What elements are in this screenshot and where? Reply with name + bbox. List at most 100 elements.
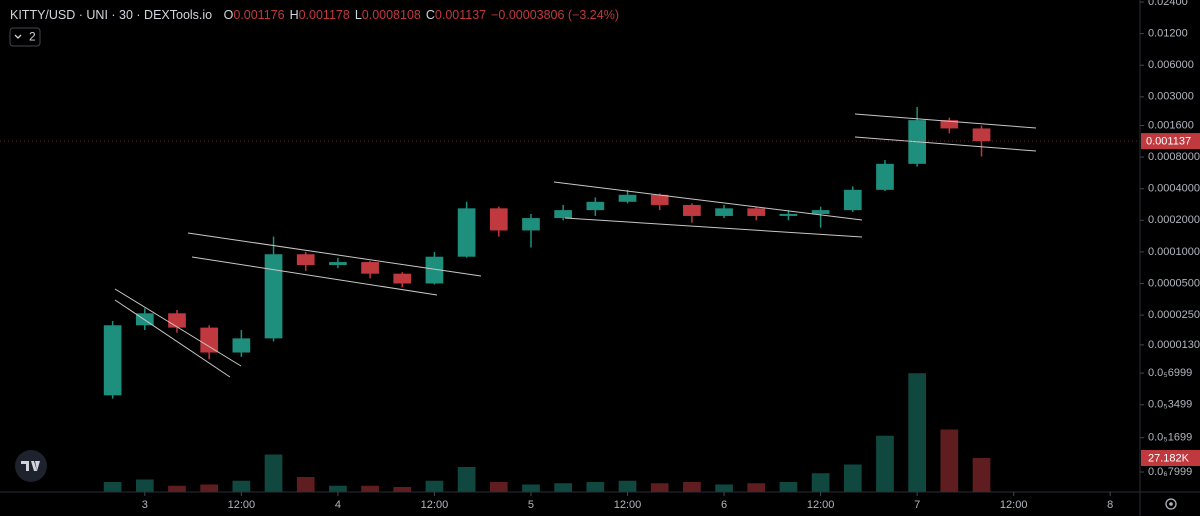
gear-icon: [1165, 498, 1177, 510]
x-tick-label: 5: [528, 499, 534, 511]
candle-body: [972, 128, 991, 142]
candle-body: [747, 208, 766, 216]
y-tick-label: 0.001600: [1148, 119, 1194, 131]
volume-bar: [586, 482, 605, 492]
candle-body: [940, 120, 959, 129]
y-tick-label: 0.0001000: [1148, 246, 1200, 258]
y-tick-label: 0.02400: [1148, 0, 1188, 8]
ohlc-value: 0.0008108: [362, 8, 421, 22]
candle-body: [329, 262, 347, 266]
volume-bar: [650, 483, 669, 492]
volume-bar: [876, 435, 894, 492]
volume-bar: [940, 429, 959, 492]
volume-bar: [747, 483, 766, 492]
change-value: −0.00003806 (−3.24%): [491, 8, 619, 22]
candle-body: [296, 254, 315, 266]
candle-body: [715, 208, 733, 216]
volume-bar: [168, 485, 186, 492]
indicator-toggle[interactable]: 2: [9, 27, 41, 47]
y-tick-label: 0.0008000: [1148, 151, 1200, 163]
trend-line[interactable]: [553, 181, 863, 221]
price-tag: [1141, 133, 1200, 150]
candle-body: [489, 208, 508, 231]
toggle-count: 2: [29, 30, 36, 44]
y-tick-label: 0.006000: [1148, 59, 1194, 71]
ohlc-value: 0.001176: [233, 8, 284, 22]
candle-body: [554, 210, 573, 219]
y-tick-label: 0.0004000: [1148, 183, 1200, 195]
trend-line[interactable]: [114, 288, 242, 367]
y-tick-label: 0.0₆7999: [1148, 466, 1192, 478]
candle-body: [425, 256, 444, 284]
y-tick-label: 0.0₅3499: [1148, 399, 1192, 411]
settings-button[interactable]: [1165, 498, 1177, 510]
volume-bar: [522, 484, 540, 492]
ohlc-letter: L: [355, 8, 362, 22]
ohlc-letter: C: [426, 8, 435, 22]
volume-bar: [232, 480, 251, 492]
x-tick-label: 12:00: [228, 499, 256, 511]
y-tick-label: 0.0002000: [1148, 214, 1200, 226]
candle-body: [876, 163, 894, 190]
candle-body: [522, 218, 540, 231]
volume-bar: [457, 467, 476, 492]
volume-bar: [200, 484, 219, 492]
y-tick-label: 0.0000500: [1148, 277, 1200, 289]
volume-bar: [329, 485, 347, 492]
volume-bar: [296, 477, 315, 492]
volume-tag: [1141, 450, 1200, 467]
x-tick-label: 8: [1107, 499, 1113, 511]
volume-bar: [264, 454, 283, 492]
volume-bar: [779, 482, 798, 492]
ohlc-letter: O: [224, 8, 234, 22]
ohlc-letter: H: [290, 8, 299, 22]
x-tick-label: 4: [335, 499, 341, 511]
candle-body: [168, 313, 186, 328]
trend-line[interactable]: [854, 136, 1037, 152]
x-tick-label: 12:00: [1000, 499, 1028, 511]
volume-bar: [618, 480, 637, 492]
volume-bar: [554, 483, 573, 492]
x-tick-label: 12:00: [807, 499, 835, 511]
legend-header: KITTY/USD · UNI · 30 · DEXTools.io O0.00…: [10, 8, 619, 22]
volume-tag-label: 27.182K: [1148, 452, 1190, 464]
ohlc-value: 0.001178: [299, 8, 350, 22]
y-tick-label: 0.01200: [1148, 28, 1188, 40]
volume-bar: [135, 479, 154, 492]
x-tick-label: 3: [142, 499, 148, 511]
volume-bar: [393, 487, 412, 492]
trend-line[interactable]: [854, 113, 1037, 129]
candle-body: [779, 213, 798, 216]
trend-line[interactable]: [114, 299, 231, 378]
y-tick-label: 0.0000250: [1148, 309, 1200, 321]
logo-mark: [21, 461, 40, 471]
candle-body: [264, 254, 283, 339]
x-tick-label: 6: [721, 499, 727, 511]
candle-body: [232, 338, 251, 353]
candle-body: [586, 201, 605, 211]
gear-center: [1169, 502, 1173, 506]
x-tick-label: 12:00: [614, 499, 642, 511]
x-tick-label: 7: [914, 499, 920, 511]
trend-line[interactable]: [564, 217, 863, 238]
candles: [103, 107, 991, 492]
tv-logo[interactable]: [15, 450, 47, 482]
y-tick-label: 0.0₅1699: [1148, 432, 1192, 444]
trend-lines: [114, 113, 1037, 378]
volume-bar: [715, 484, 733, 492]
trend-line[interactable]: [191, 256, 438, 296]
volume-bar: [908, 373, 926, 492]
volume-bar: [843, 464, 862, 492]
toggle-button[interactable]: [9, 27, 41, 47]
ohlc-value: 0.001137: [435, 8, 486, 22]
trend-line[interactable]: [187, 232, 482, 277]
volume-bar: [972, 458, 991, 492]
candle-body: [811, 210, 830, 214]
x-tick-label: 12:00: [421, 499, 449, 511]
candle-body: [200, 327, 219, 353]
symbol-title: KITTY/USD · UNI · 30 · DEXTools.io: [10, 8, 212, 22]
candle-body: [103, 325, 122, 396]
